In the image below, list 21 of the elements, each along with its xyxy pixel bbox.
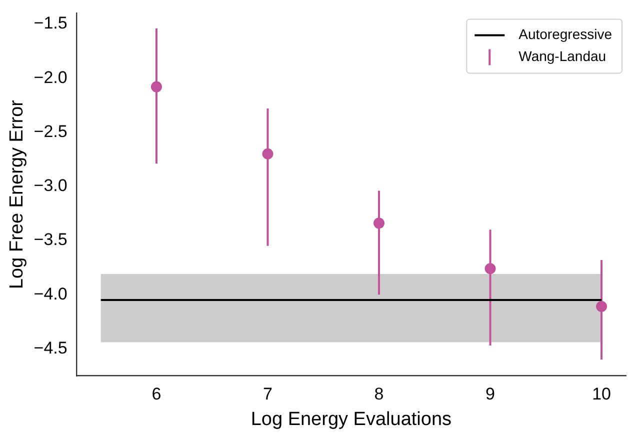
point [596, 301, 608, 312]
y-tick-label: −2.5 [34, 122, 68, 141]
y-axis-title: Log Free Energy Error [6, 99, 28, 290]
point [150, 81, 162, 92]
point [262, 148, 274, 160]
y-tick-label: −1.5 [34, 14, 68, 33]
legend-label: Wang-Landau [518, 48, 606, 64]
x-tick-label: 10 [592, 384, 611, 404]
point [484, 263, 496, 274]
legend-label: Autoregressive [518, 26, 612, 42]
y-tick-label: −4.0 [34, 284, 68, 304]
x-tick-label: 9 [486, 384, 495, 404]
y-tick-label: −3.5 [34, 230, 68, 250]
x-tick-label: 8 [374, 384, 384, 404]
point [373, 218, 384, 229]
x-tick-label: 6 [152, 384, 162, 404]
x-tick-label: 7 [263, 384, 272, 404]
y-tick-label: −2.0 [34, 68, 68, 87]
x-axis-title: Log Energy Evaluations [250, 408, 452, 430]
y-tick-label: −4.5 [34, 338, 68, 358]
y-tick-label: −3.0 [34, 176, 68, 196]
